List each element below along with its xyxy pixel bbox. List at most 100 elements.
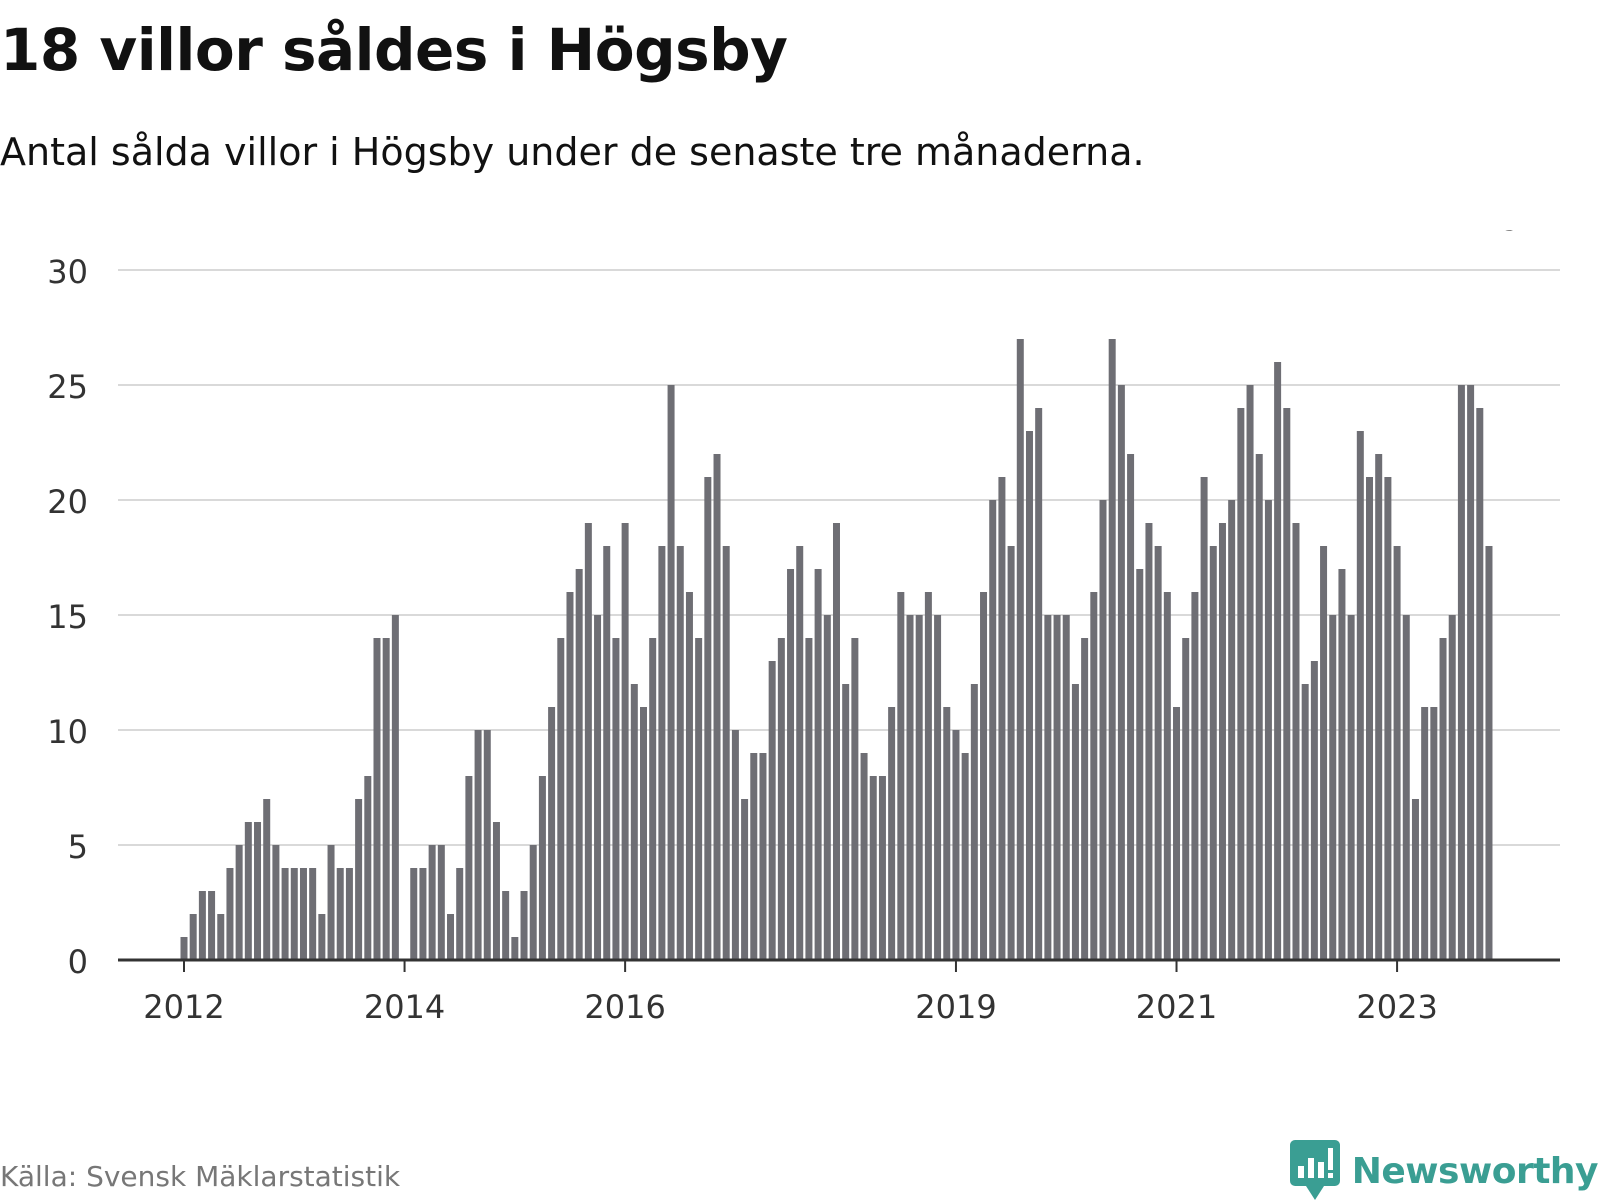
bar bbox=[897, 592, 905, 960]
bar bbox=[575, 569, 583, 960]
bar bbox=[1467, 385, 1475, 960]
bar bbox=[1090, 592, 1098, 960]
bar bbox=[410, 868, 418, 960]
bar bbox=[465, 776, 473, 960]
bar bbox=[198, 891, 206, 960]
bar bbox=[1411, 799, 1419, 960]
bar bbox=[419, 868, 427, 960]
bar bbox=[566, 592, 574, 960]
bar bbox=[980, 592, 988, 960]
bar bbox=[1136, 569, 1144, 960]
bar bbox=[1191, 592, 1199, 960]
bar bbox=[1476, 408, 1484, 960]
bar bbox=[235, 845, 243, 960]
bar bbox=[189, 914, 197, 960]
bar bbox=[1421, 707, 1429, 960]
bar bbox=[1127, 454, 1135, 960]
bar bbox=[676, 546, 684, 960]
brand-name: Newsworthy bbox=[1351, 1150, 1599, 1192]
bar bbox=[1007, 546, 1015, 960]
bar bbox=[1283, 408, 1291, 960]
brand-logo: Newsworthy bbox=[1289, 1140, 1599, 1202]
bar bbox=[731, 730, 739, 960]
bar bbox=[722, 546, 730, 960]
bar bbox=[1457, 385, 1465, 960]
bar bbox=[327, 845, 335, 960]
bar bbox=[272, 845, 280, 960]
bar bbox=[768, 661, 776, 960]
bar bbox=[1430, 707, 1438, 960]
bar bbox=[1393, 546, 1401, 960]
bar bbox=[1292, 523, 1300, 960]
bar bbox=[1375, 454, 1383, 960]
bar bbox=[584, 523, 592, 960]
bar bbox=[961, 753, 969, 960]
bar bbox=[208, 891, 216, 960]
highlight-data-label: 18 bbox=[1477, 230, 1520, 239]
bar-chart: 0 5 10 15 20 25 30 2012 2014 2016 2019 2021 2023 18 bbox=[47, 230, 1560, 1026]
bar bbox=[805, 638, 813, 960]
bar bbox=[557, 638, 565, 960]
bar bbox=[1108, 339, 1116, 960]
chart-title: 18 villor såldes i Högsby bbox=[0, 16, 788, 84]
y-tick-label: 20 bbox=[47, 483, 88, 521]
bar bbox=[1301, 684, 1309, 960]
bar bbox=[1402, 615, 1410, 960]
bar bbox=[934, 615, 942, 960]
bar bbox=[832, 523, 840, 960]
bar bbox=[428, 845, 436, 960]
bar bbox=[456, 868, 464, 960]
bar-chart-speech-icon bbox=[1289, 1140, 1340, 1200]
bar bbox=[851, 638, 859, 960]
bar bbox=[1237, 408, 1245, 960]
bar bbox=[1439, 638, 1447, 960]
bar bbox=[777, 638, 785, 960]
bar bbox=[447, 914, 455, 960]
bar bbox=[1310, 661, 1318, 960]
x-tick-label: 2019 bbox=[915, 988, 996, 1026]
bar bbox=[1081, 638, 1089, 960]
bar bbox=[695, 638, 703, 960]
bar bbox=[492, 822, 500, 960]
bar bbox=[1053, 615, 1061, 960]
bar bbox=[180, 937, 188, 960]
bar bbox=[787, 569, 795, 960]
bar bbox=[603, 546, 611, 960]
bar bbox=[630, 684, 638, 960]
bar bbox=[1384, 477, 1392, 960]
bar bbox=[704, 477, 712, 960]
bar bbox=[529, 845, 537, 960]
bar bbox=[989, 500, 997, 960]
bar bbox=[217, 914, 225, 960]
bar bbox=[437, 845, 445, 960]
bar bbox=[502, 891, 510, 960]
bar bbox=[1320, 546, 1328, 960]
bar bbox=[796, 546, 804, 960]
bar bbox=[474, 730, 482, 960]
bar bbox=[1025, 431, 1033, 960]
bar bbox=[823, 615, 831, 960]
y-tick-label: 0 bbox=[68, 943, 88, 981]
x-tick-label: 2014 bbox=[364, 988, 445, 1026]
bar bbox=[1062, 615, 1070, 960]
bar bbox=[511, 937, 519, 960]
bar bbox=[263, 799, 271, 960]
bar bbox=[336, 868, 344, 960]
bar bbox=[1218, 523, 1226, 960]
bar bbox=[888, 707, 896, 960]
bar bbox=[281, 868, 289, 960]
bar bbox=[750, 753, 758, 960]
bar bbox=[1366, 477, 1374, 960]
bar bbox=[1338, 569, 1346, 960]
bar bbox=[520, 891, 528, 960]
bar bbox=[741, 799, 749, 960]
bar bbox=[869, 776, 877, 960]
bar bbox=[998, 477, 1006, 960]
bar bbox=[906, 615, 914, 960]
bar bbox=[355, 799, 363, 960]
bar bbox=[364, 776, 372, 960]
bar bbox=[1255, 454, 1263, 960]
bar bbox=[667, 385, 675, 960]
bar bbox=[649, 638, 657, 960]
bar bbox=[924, 592, 932, 960]
